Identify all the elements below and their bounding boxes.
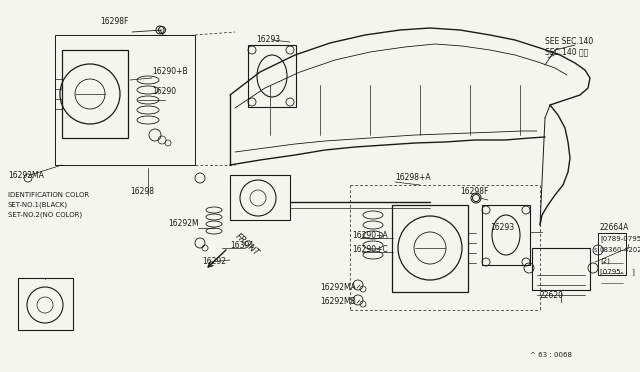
Text: 16292MA: 16292MA [320, 282, 356, 292]
Bar [62, 50, 128, 138]
Text: [0795-    ]: [0795- ] [600, 269, 635, 275]
Bar [532, 248, 590, 290]
Bar [18, 278, 73, 330]
Text: SEE SEC.140: SEE SEC.140 [545, 38, 593, 46]
Text: 16292MB: 16292MB [320, 298, 356, 307]
Text: FRONT: FRONT [233, 232, 260, 258]
Text: 16298: 16298 [130, 187, 154, 196]
Text: SET-NO.2(NO COLOR): SET-NO.2(NO COLOR) [8, 212, 82, 218]
Bar [230, 175, 290, 220]
Text: SEC.140 参照: SEC.140 参照 [545, 48, 588, 57]
Text: 16391: 16391 [230, 241, 254, 250]
Bar [392, 205, 468, 292]
Bar [598, 233, 626, 275]
Text: 16290: 16290 [152, 87, 176, 96]
Text: 16292MA: 16292MA [8, 170, 44, 180]
Text: 22664A: 22664A [600, 224, 629, 232]
Text: SET-NO.1(BLACK): SET-NO.1(BLACK) [8, 202, 68, 208]
Text: [0789-0795]: [0789-0795] [600, 235, 640, 243]
Text: 16290+C: 16290+C [352, 246, 388, 254]
Text: 08360-42025: 08360-42025 [600, 247, 640, 253]
Text: 16290+B: 16290+B [152, 67, 188, 77]
Bar [248, 45, 296, 107]
Text: 16292M: 16292M [168, 219, 198, 228]
Text: 16290+A: 16290+A [352, 231, 388, 240]
Text: ^ 63 : 0068: ^ 63 : 0068 [530, 352, 572, 358]
Text: 16293: 16293 [490, 224, 514, 232]
Text: S: S [593, 247, 596, 253]
Text: 16298F: 16298F [100, 17, 129, 26]
Text: 16298+A: 16298+A [395, 173, 431, 182]
Text: 16292: 16292 [202, 257, 226, 266]
Bar [55, 35, 195, 165]
Text: IDENTIFICATION COLOR: IDENTIFICATION COLOR [8, 192, 89, 198]
Text: 16298F: 16298F [460, 187, 488, 196]
Bar [482, 205, 530, 265]
Text: 22620: 22620 [540, 292, 564, 301]
Text: (2): (2) [600, 258, 610, 264]
Text: 16293: 16293 [256, 35, 280, 45]
